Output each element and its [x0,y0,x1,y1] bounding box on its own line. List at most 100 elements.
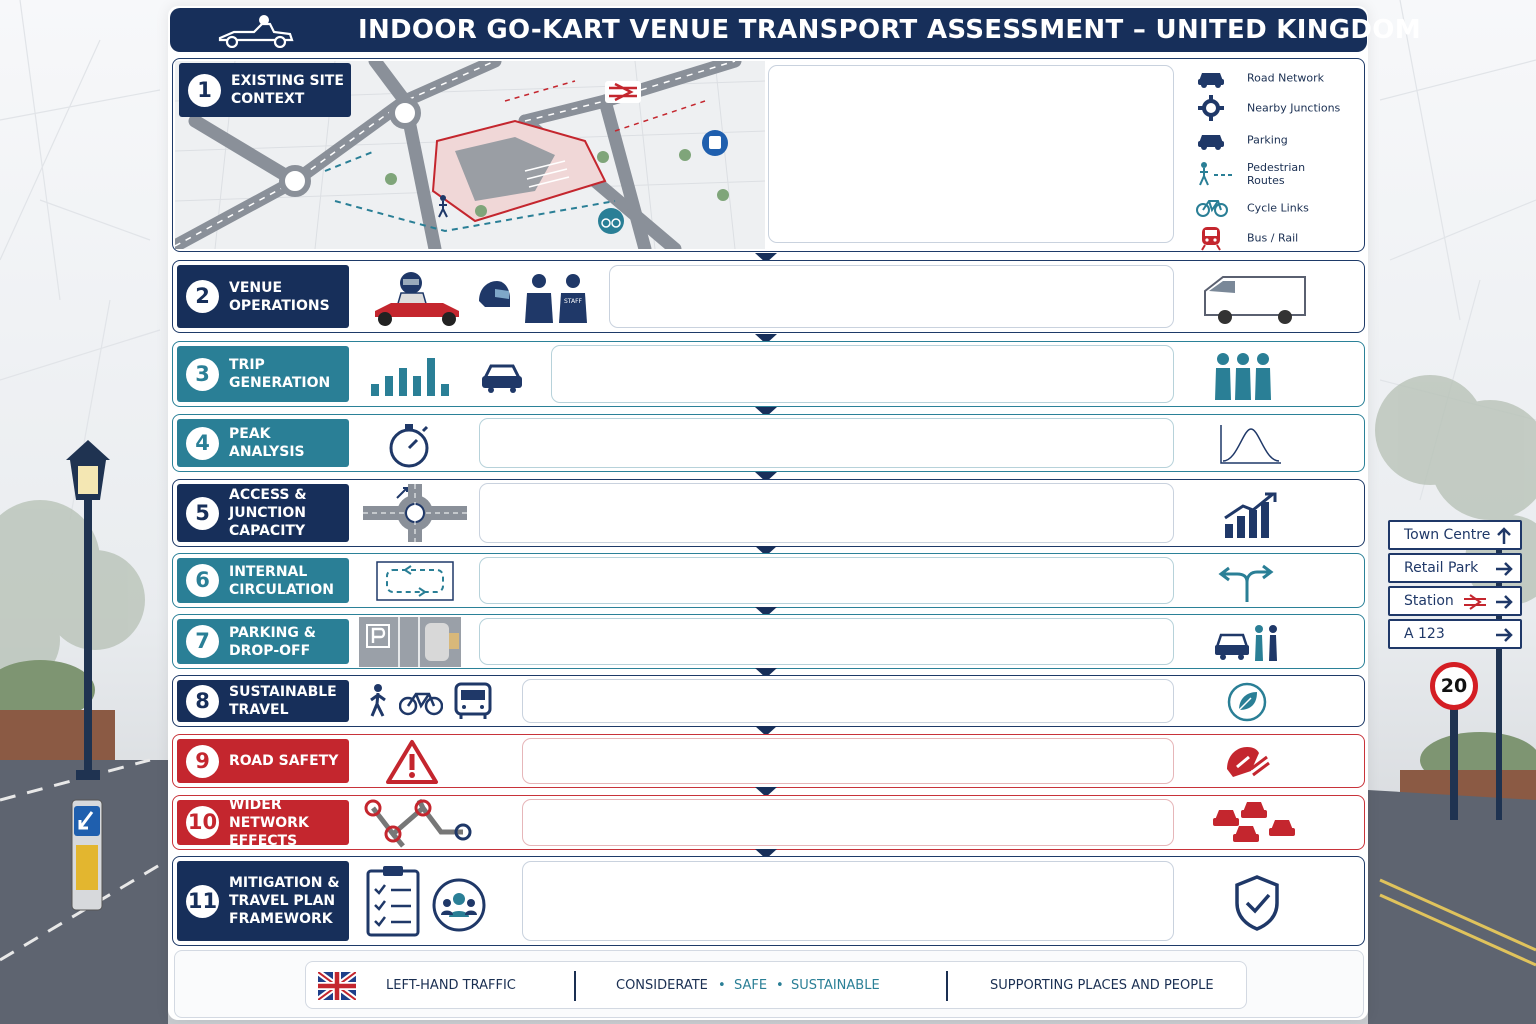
section-title: Sustainable Travel [229,684,337,718]
flow-arrow [755,607,777,617]
header-bar: INDOOR GO-KART VENUE TRANSPORT ASSESSMEN… [170,8,1421,52]
stopwatch-icon [389,424,429,468]
helmet-safety-icon [1227,747,1270,777]
section-title: Venue Operations [229,279,330,314]
flow-arrow [755,787,777,797]
section-title: Road Safety [229,753,339,769]
section-parking-drop-off: 7 Parking & Drop-Off [172,614,1365,669]
content-area [479,557,1174,604]
footer-dot: • [776,978,784,993]
flow-arrow [755,726,777,736]
content-area [479,618,1174,665]
footer-dot: • [718,978,726,993]
section-title: Parking & Drop-Off [229,624,316,659]
section-number: 1 [188,73,221,107]
sign-town-centre: Town Centre [1388,520,1522,550]
footer-left-hand-traffic: Left-Hand Traffic [386,978,516,993]
bicycle-icon [598,208,624,234]
roundabout-icon [363,484,467,542]
legend-label: Cycle Links [1247,201,1309,215]
section-title: Wider Network Effects [229,796,309,849]
legend-label: Bus / Rail [1247,231,1299,245]
section-sustainable-travel: 8 Sustainable Travel [172,675,1365,727]
content-area [479,483,1174,543]
page-title: INDOOR GO-KART VENUE TRANSPORT ASSESSMEN… [358,15,1421,45]
split-direction-arrow-icon [1218,564,1274,602]
bus-icon [454,682,492,719]
section-label: 2 Venue Operations [177,265,349,328]
sign-label: Retail Park [1404,560,1479,576]
staff-shirt-text: STAFF [564,298,583,305]
section-wider-network-effects: 10 Wider Network Effects [172,795,1365,850]
content-area [768,65,1174,243]
section-number: 6 [186,564,219,597]
footer-bar: Left-Hand Traffic Considerate • Safe • S… [174,950,1364,1018]
walking-icon [370,684,386,717]
flow-arrow [755,472,777,482]
section-number: 4 [186,426,219,460]
staff-icon: STAFF [525,274,587,323]
section-title: Peak Analysis [229,426,305,460]
section-number: 5 [186,496,219,530]
section-number: 8 [186,684,219,718]
footer-supporting-places: Supporting Places and People [990,978,1214,993]
section-title: Existing Site Context [231,73,344,107]
leaf-icon [1227,682,1267,722]
legend-label: Nearby Junctions [1247,101,1341,115]
section-label: 10 Wider Network Effects [177,797,349,849]
street-lamp-icon [66,440,110,780]
content-area [522,738,1174,784]
community-group-icon [432,878,486,932]
content-area [479,418,1174,468]
footer-sustainable: Sustainable [791,978,880,993]
legend-item: Parking [1193,127,1361,153]
legend-item: Cycle Links [1193,195,1361,221]
flow-arrow [755,849,777,859]
sign-retail-park: Retail Park [1388,553,1522,583]
section-number: 2 [186,280,219,313]
circulation-loop-icon [376,561,454,601]
sign-label: A 123 [1404,626,1445,642]
roundabout-icon [1198,95,1224,121]
legend-label: Parking [1247,133,1288,147]
bicycle-icon [1196,200,1228,217]
go-kart-icon [218,15,294,48]
footer-considerate: Considerate [616,978,708,993]
flow-arrow [755,546,777,556]
section-number: 11 [186,884,219,918]
flow-arrow [755,407,777,417]
van-icon [1204,276,1306,324]
footer-divider [946,971,948,1001]
footer-strip: Left-Hand Traffic Considerate • Safe • S… [305,961,1247,1009]
footer-safe: Safe [734,978,768,993]
bus-icon [702,130,728,156]
section-title: Access & Junction Capacity [229,487,307,539]
arrow-right-icon [1496,562,1513,576]
arrow-right-icon [1496,628,1513,642]
car-icon [482,364,522,393]
section-access-junction-capacity: 5 Access & Junction Capacity [172,479,1365,547]
section-number: 10 [186,806,219,839]
section-internal-circulation: 6 Internal Circulation [172,553,1365,608]
section-venue-operations: 2 Venue Operations STAFF [172,260,1365,333]
union-jack-flag-icon [318,972,356,1000]
section-mitigation-travel-plan: 11 Mitigation & Travel Plan Framework [172,856,1365,946]
rail-icon [1464,594,1486,610]
flow-arrow [755,668,777,678]
map-legend: Road Network Nearby Junctions Parking Pe… [1193,63,1361,251]
growth-chart-icon [1224,492,1277,538]
bar-chart-icon [371,358,449,396]
legend-label: Road Network [1247,71,1325,85]
pedestrian-icon [1199,162,1234,186]
sign-station: Station [1388,586,1522,616]
traffic-congestion-icon [1213,802,1295,842]
section-number: 7 [186,625,219,658]
arrow-up-icon [1497,527,1511,544]
rail-icon [605,81,641,103]
flow-arrow [755,334,777,344]
bollard-icon [71,799,103,911]
section-label: 8 Sustainable Travel [177,680,349,722]
section-existing-site-context: 1 Existing Site Context Road Network Nea… [172,58,1365,252]
footer-divider [574,971,576,1001]
legend-item: Road Network [1193,65,1361,91]
